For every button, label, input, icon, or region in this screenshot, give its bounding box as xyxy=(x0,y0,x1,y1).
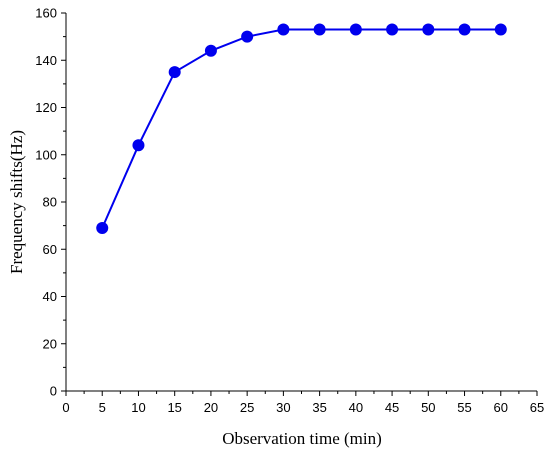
x-tick-label: 5 xyxy=(99,400,106,415)
data-point xyxy=(204,44,217,57)
x-tick-label: 10 xyxy=(131,400,145,415)
series xyxy=(96,23,507,234)
x-tick-label: 45 xyxy=(385,400,399,415)
series-line xyxy=(101,28,501,229)
x-tick-label: 30 xyxy=(276,400,290,415)
x-tick-label: 35 xyxy=(312,400,326,415)
x-tick-label: 60 xyxy=(494,400,508,415)
y-tick-label: 120 xyxy=(35,100,57,115)
y-tick-label: 140 xyxy=(35,53,57,68)
x-tick-label: 25 xyxy=(240,400,254,415)
y-tick-label: 20 xyxy=(43,336,57,351)
x-tick-label: 0 xyxy=(62,400,69,415)
x-tick-label: 50 xyxy=(421,400,435,415)
data-point xyxy=(349,23,362,36)
x-axis-title: Observation time (min) xyxy=(222,429,382,448)
data-point xyxy=(241,30,254,43)
axes xyxy=(65,13,537,392)
data-point xyxy=(494,23,507,36)
y-axis-title: Frequency shifts(Hz) xyxy=(7,130,26,274)
y-tick-label: 80 xyxy=(43,195,57,210)
y-tick-label: 60 xyxy=(43,242,57,257)
data-point xyxy=(168,66,181,79)
x-tick-label: 40 xyxy=(349,400,363,415)
data-point xyxy=(132,139,145,152)
y-tick-label: 40 xyxy=(43,289,57,304)
data-point xyxy=(458,23,471,36)
x-tick-label: 65 xyxy=(530,400,544,415)
data-point xyxy=(96,221,109,234)
x-tick-label: 15 xyxy=(167,400,181,415)
y-tick-label: 100 xyxy=(35,147,57,162)
x-tick-label: 55 xyxy=(457,400,471,415)
x-ticks: 0 5 10 15 20 25 30 35 40 45 50 55 60 65 xyxy=(62,391,544,415)
y-tick-label: 0 xyxy=(50,384,57,399)
x-tick-label: 20 xyxy=(204,400,218,415)
data-point xyxy=(386,23,399,36)
y-tick-label: 160 xyxy=(35,6,57,21)
data-point xyxy=(277,23,290,36)
data-point xyxy=(313,23,326,36)
data-point xyxy=(422,23,435,36)
y-ticks: 0 20 40 60 80 100 120 140 160 xyxy=(35,6,66,399)
